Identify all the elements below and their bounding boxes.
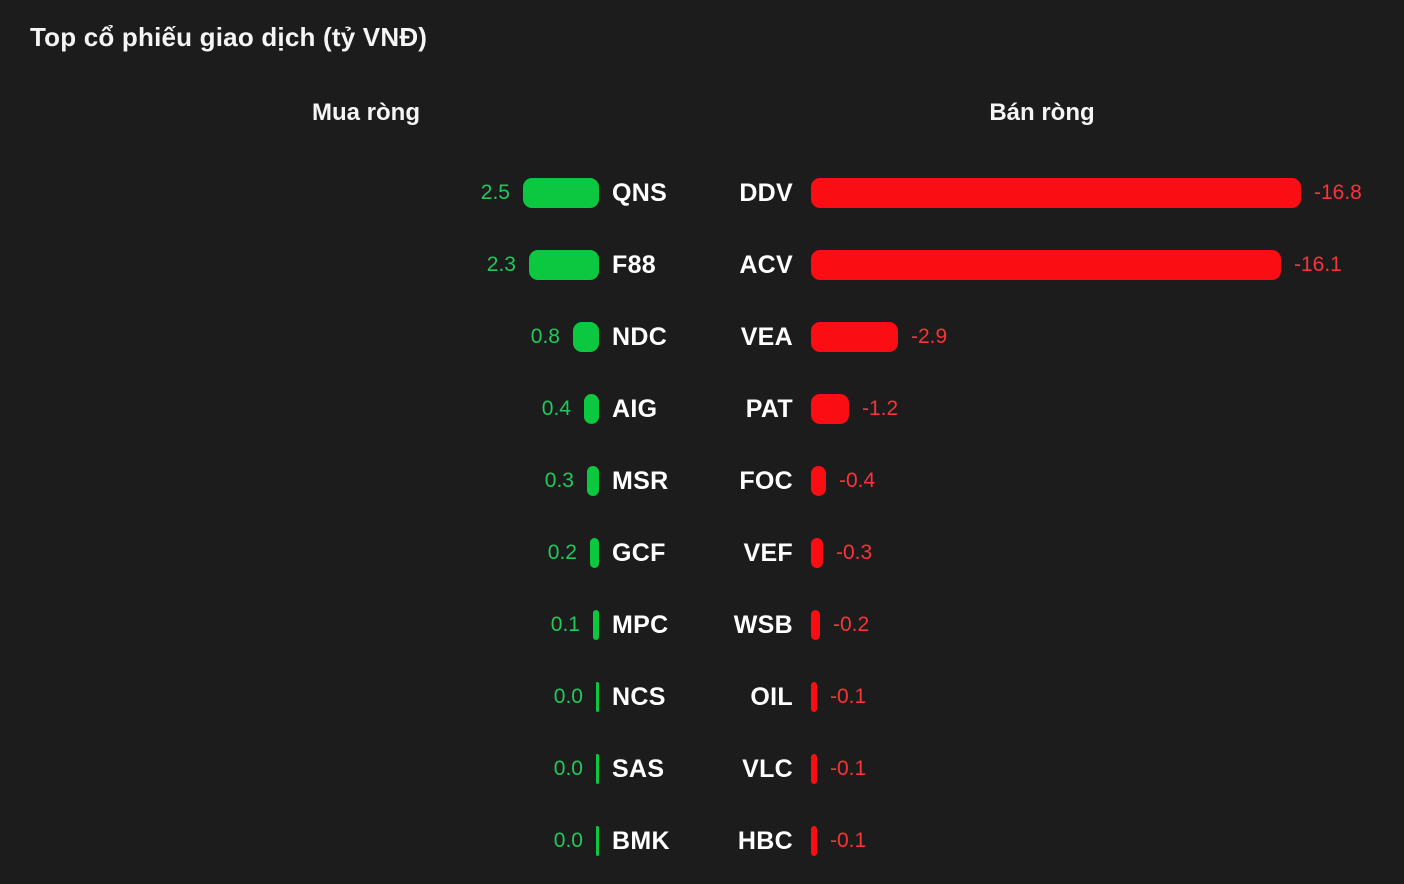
sell-ticker-label: DDV [739, 178, 793, 207]
buy-ticker-label: MPC [612, 610, 669, 639]
sell-row-PAT: PAT -1.2 [702, 394, 1404, 424]
table-row: 0.0 BMK HBC -0.1 [0, 805, 1404, 877]
table-row: 2.3 F88 ACV -16.1 [0, 229, 1404, 301]
sell-ticker-label: PAT [745, 394, 793, 423]
sell-value-label: -2.9 [911, 325, 948, 348]
buy-ticker-label: SAS [612, 754, 665, 783]
table-row: 2.5 QNS DDV -16.8 [0, 157, 1404, 229]
sell-row-DDV: DDV -16.8 [702, 178, 1404, 208]
buy-ticker-label: BMK [612, 826, 670, 855]
sell-ticker-label: FOC [739, 466, 793, 495]
sell-bar[interactable] [811, 466, 826, 496]
sell-bar[interactable] [811, 538, 823, 568]
buy-ticker-label: NDC [612, 322, 668, 351]
sell-row-FOC: FOC -0.4 [702, 466, 1404, 496]
sell-value-label: -0.4 [839, 469, 876, 492]
column-headers: Mua ròng Bán ròng [0, 96, 1404, 130]
sell-value-label: -0.3 [836, 541, 873, 564]
sell-row-ACV: ACV -16.1 [702, 250, 1404, 280]
sell-value-label: -1.2 [862, 397, 899, 420]
buy-value-label: 0.8 [530, 325, 560, 348]
chart-title: Top cổ phiếu giao dịch (tỷ VNĐ) [30, 22, 428, 52]
bar-rows: 2.5 QNS DDV -16.8 2.3 F88 ACV -16.1 0.8 NDC VEA -2.… [0, 157, 1404, 877]
buy-bar[interactable] [590, 538, 599, 568]
buy-bar[interactable] [593, 610, 599, 640]
sell-value-label: -0.2 [833, 613, 870, 636]
sell-column-header: Bán ròng [989, 99, 1095, 126]
sell-ticker-label: VEF [743, 538, 793, 567]
buy-value-label: 0.0 [553, 829, 583, 852]
buy-row-NCS: 0.0 NCS [0, 682, 702, 712]
table-row: 0.0 NCS OIL -0.1 [0, 661, 1404, 733]
sell-ticker-label: WSB [733, 610, 793, 639]
buy-bar[interactable] [596, 826, 599, 856]
buy-ticker-label: MSR [612, 466, 669, 495]
buy-ticker-label: NCS [612, 682, 666, 711]
buy-bar[interactable] [587, 466, 599, 496]
sell-ticker-label: HBC [737, 826, 793, 855]
table-row: 0.2 GCF VEF -0.3 [0, 517, 1404, 589]
buy-value-label: 0.0 [553, 685, 583, 708]
buy-row-AIG: 0.4 AIG [0, 394, 702, 424]
buy-value-label: 2.3 [486, 253, 516, 276]
sell-bar[interactable] [811, 322, 898, 352]
buy-row-MSR: 0.3 MSR [0, 466, 702, 496]
sell-value-label: -16.8 [1314, 181, 1362, 204]
buy-column-header: Mua ròng [312, 99, 420, 126]
sell-value-label: -0.1 [830, 829, 867, 852]
buy-row-MPC: 0.1 MPC [0, 610, 702, 640]
buy-row-F88: 2.3 F88 [0, 250, 702, 280]
sell-row-VEA: VEA -2.9 [702, 322, 1404, 352]
buy-row-NDC: 0.8 NDC [0, 322, 702, 352]
buy-bar[interactable] [529, 250, 599, 280]
buy-value-label: 0.3 [544, 469, 574, 492]
table-row: 0.4 AIG PAT -1.2 [0, 373, 1404, 445]
table-row: 0.1 MPC WSB -0.2 [0, 589, 1404, 661]
sell-ticker-label: VEA [740, 322, 793, 351]
buy-row-SAS: 0.0 SAS [0, 754, 702, 784]
buy-value-label: 0.1 [550, 613, 580, 636]
sell-ticker-label: VLC [742, 754, 793, 783]
buy-bar[interactable] [573, 322, 599, 352]
sell-row-VEF: VEF -0.3 [702, 538, 1404, 568]
sell-bar[interactable] [811, 682, 817, 712]
buy-value-label: 2.5 [480, 181, 510, 204]
buy-row-BMK: 0.0 BMK [0, 826, 702, 856]
table-row: 0.3 MSR FOC -0.4 [0, 445, 1404, 517]
sell-bar[interactable] [811, 610, 820, 640]
sell-row-VLC: VLC -0.1 [702, 754, 1404, 784]
buy-value-label: 0.4 [541, 397, 571, 420]
sell-value-label: -16.1 [1294, 253, 1342, 276]
sell-row-HBC: HBC -0.1 [702, 826, 1404, 856]
sell-row-OIL: OIL -0.1 [702, 682, 1404, 712]
sell-row-WSB: WSB -0.2 [702, 610, 1404, 640]
buy-ticker-label: AIG [612, 394, 658, 423]
buy-value-label: 0.2 [547, 541, 577, 564]
sell-bar[interactable] [811, 394, 849, 424]
buy-ticker-label: GCF [612, 538, 666, 567]
sell-bar[interactable] [811, 826, 817, 856]
buy-row-GCF: 0.2 GCF [0, 538, 702, 568]
table-row: 0.0 SAS VLC -0.1 [0, 733, 1404, 805]
sell-bar[interactable] [811, 250, 1281, 280]
sell-bar[interactable] [811, 178, 1301, 208]
buy-bar[interactable] [596, 682, 599, 712]
buy-bar[interactable] [523, 178, 599, 208]
sell-value-label: -0.1 [830, 685, 867, 708]
buy-value-label: 0.0 [553, 757, 583, 780]
sell-value-label: -0.1 [830, 757, 867, 780]
sell-ticker-label: OIL [750, 682, 793, 711]
sell-ticker-label: ACV [739, 250, 793, 279]
buy-ticker-label: QNS [612, 178, 668, 207]
buy-ticker-label: F88 [612, 250, 656, 279]
buy-bar[interactable] [596, 754, 599, 784]
sell-bar[interactable] [811, 754, 817, 784]
buy-row-QNS: 2.5 QNS [0, 178, 702, 208]
table-row: 0.8 NDC VEA -2.9 [0, 301, 1404, 373]
buy-bar[interactable] [584, 394, 599, 424]
